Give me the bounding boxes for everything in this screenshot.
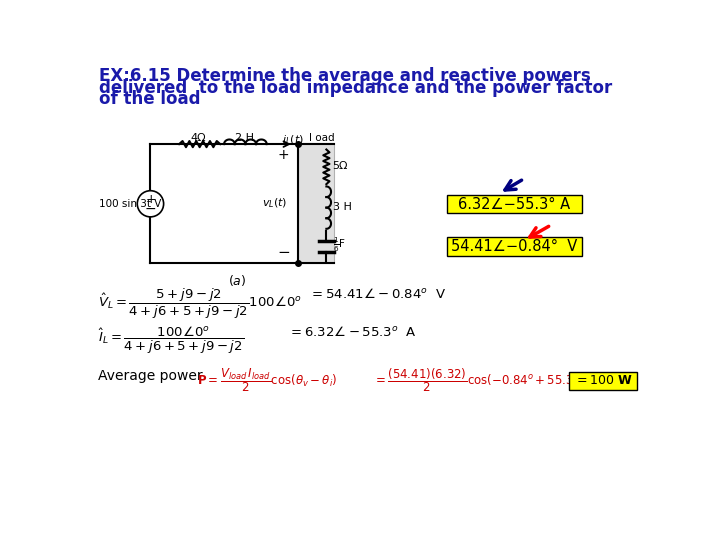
Text: $= \dfrac{(54.41)(6.32)}{2}\cos(-0.84^{o}+55.3^{o})$: $= \dfrac{(54.41)(6.32)}{2}\cos(-0.84^{o… bbox=[373, 367, 584, 394]
Text: EX:6.15 Determine the average and reactive powers: EX:6.15 Determine the average and reacti… bbox=[99, 67, 591, 85]
Text: 5Ω: 5Ω bbox=[333, 161, 348, 171]
Text: $= 54.41\angle -0.84^{o}$  V: $= 54.41\angle -0.84^{o}$ V bbox=[309, 287, 446, 301]
Text: 6.32∠−55.3° A: 6.32∠−55.3° A bbox=[458, 197, 570, 212]
Bar bbox=[446, 237, 582, 256]
Text: $\mathbf{P} = \dfrac{V_{load}\,I_{load}}{2}\cos(\theta_v - \theta_i)$: $\mathbf{P} = \dfrac{V_{load}\,I_{load}}… bbox=[197, 367, 338, 394]
Text: $v_L(t)$: $v_L(t)$ bbox=[262, 197, 287, 210]
Text: −: − bbox=[145, 202, 156, 216]
Text: $i_L(t)$: $i_L(t)$ bbox=[282, 133, 304, 147]
Text: 100 sin 3t V: 100 sin 3t V bbox=[99, 199, 162, 209]
Text: delivered  to the load impedance and the power factor: delivered to the load impedance and the … bbox=[99, 79, 613, 97]
Text: 4Ω: 4Ω bbox=[191, 133, 207, 143]
Text: $\hat{I}_{L} = \dfrac{100\angle 0^{o}}{4+j6+5+j9-j2}$: $\hat{I}_{L} = \dfrac{100\angle 0^{o}}{4… bbox=[98, 325, 244, 356]
Text: +: + bbox=[278, 148, 289, 162]
Text: 3 H: 3 H bbox=[333, 202, 351, 212]
Circle shape bbox=[138, 191, 163, 217]
Text: 54.41∠−0.84°  V: 54.41∠−0.84° V bbox=[451, 239, 577, 254]
Text: Average power: Average power bbox=[98, 369, 202, 383]
Text: 2 H: 2 H bbox=[235, 133, 253, 143]
Text: $\frac{1}{6}$F: $\frac{1}{6}$F bbox=[333, 236, 346, 254]
Text: $\hat{V}_{L} = \dfrac{5+j9-j2}{4+j6+5+j9-j2}100\angle 0^{o}$: $\hat{V}_{L} = \dfrac{5+j9-j2}{4+j6+5+j9… bbox=[98, 287, 302, 321]
Bar bbox=[569, 372, 637, 390]
Bar bbox=[446, 195, 582, 213]
Text: $(a)$: $(a)$ bbox=[228, 273, 246, 288]
Text: +: + bbox=[145, 193, 156, 206]
Text: $= 6.32\angle -55.3^{o}$  A: $= 6.32\angle -55.3^{o}$ A bbox=[287, 325, 417, 339]
Bar bbox=[297, 143, 334, 264]
Text: −: − bbox=[277, 245, 290, 260]
Text: $=100$ W: $=100$ W bbox=[574, 374, 633, 387]
Text: of the load: of the load bbox=[99, 90, 201, 108]
Text: l oad: l oad bbox=[309, 132, 334, 143]
